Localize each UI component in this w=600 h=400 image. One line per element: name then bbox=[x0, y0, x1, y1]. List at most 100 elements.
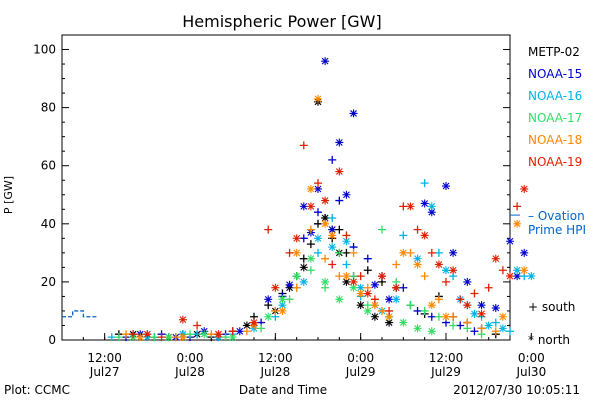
south-point bbox=[399, 202, 408, 211]
south-point bbox=[107, 333, 116, 342]
ovation-line bbox=[62, 310, 98, 318]
south-point bbox=[335, 196, 344, 205]
north-point bbox=[520, 184, 529, 193]
south-point bbox=[363, 254, 372, 263]
south-point bbox=[456, 295, 465, 304]
north-point bbox=[513, 272, 522, 281]
north-point bbox=[442, 182, 450, 191]
south-point bbox=[506, 327, 514, 336]
south-point bbox=[285, 248, 294, 257]
south-point bbox=[193, 321, 202, 330]
north-point bbox=[385, 295, 394, 304]
south-point bbox=[342, 231, 351, 240]
north-point bbox=[328, 231, 337, 240]
south-point bbox=[292, 283, 301, 292]
north-point bbox=[321, 196, 330, 205]
north-point bbox=[491, 254, 500, 263]
south-point bbox=[449, 312, 458, 321]
north-point bbox=[427, 301, 436, 310]
south-point bbox=[335, 272, 344, 281]
south-point bbox=[434, 295, 443, 304]
north-point bbox=[349, 109, 358, 118]
north-point bbox=[250, 318, 258, 327]
north-point bbox=[342, 277, 351, 286]
south-point bbox=[171, 333, 180, 342]
north-point bbox=[363, 306, 372, 315]
north-point bbox=[136, 333, 145, 342]
south-point bbox=[463, 318, 472, 327]
south-point bbox=[271, 306, 280, 315]
x-tick-label-time: 0:00 bbox=[177, 351, 204, 365]
north-point bbox=[406, 202, 415, 211]
north-point bbox=[264, 312, 273, 321]
south-point bbox=[491, 318, 500, 327]
south-point bbox=[150, 333, 159, 342]
north-point bbox=[292, 272, 301, 281]
plot-frame bbox=[61, 34, 511, 341]
north-point bbox=[370, 301, 379, 310]
north-point bbox=[292, 248, 301, 257]
north-point bbox=[342, 190, 351, 199]
south-point bbox=[114, 333, 123, 342]
north-point bbox=[463, 277, 472, 286]
north-point bbox=[399, 318, 408, 327]
north-point bbox=[520, 266, 529, 275]
north-point bbox=[314, 234, 322, 243]
north-point bbox=[328, 243, 337, 252]
south-point bbox=[306, 225, 315, 234]
north-point bbox=[427, 202, 436, 211]
north-point bbox=[491, 304, 500, 313]
south-point bbox=[406, 301, 415, 310]
south-point bbox=[328, 260, 337, 269]
north-point bbox=[470, 309, 479, 318]
legend-entry: NOAA-19 bbox=[528, 155, 582, 169]
south-point bbox=[129, 330, 138, 339]
north-point bbox=[299, 202, 308, 211]
south-point bbox=[385, 306, 394, 315]
south-point bbox=[122, 330, 130, 339]
north-point bbox=[420, 199, 429, 208]
north-point bbox=[363, 289, 372, 298]
north-point bbox=[292, 234, 301, 243]
north-point bbox=[306, 184, 315, 193]
north-point bbox=[271, 283, 280, 292]
south-point bbox=[427, 312, 436, 321]
south-point bbox=[420, 179, 429, 188]
south-point bbox=[484, 283, 493, 292]
north-point bbox=[449, 266, 458, 275]
north-point bbox=[477, 309, 486, 318]
north-point bbox=[349, 277, 358, 286]
north-point bbox=[370, 312, 379, 321]
x-tick-label-time: 0:00 bbox=[518, 351, 545, 365]
north-point bbox=[378, 272, 386, 281]
south-point bbox=[427, 248, 436, 257]
legend-entry: NOAA-15 bbox=[528, 67, 582, 81]
south-point bbox=[328, 155, 337, 164]
legend-ovation-line1: – Ovation bbox=[528, 209, 585, 223]
south-point bbox=[413, 306, 422, 315]
north-point bbox=[434, 260, 443, 269]
legend-north: * north bbox=[528, 333, 570, 347]
north-point bbox=[513, 266, 522, 275]
north-point bbox=[442, 312, 450, 321]
south-point bbox=[314, 219, 322, 228]
north-point bbox=[385, 318, 394, 327]
north-point bbox=[143, 330, 152, 339]
legend-south: + south bbox=[528, 300, 575, 314]
south-point bbox=[264, 225, 273, 234]
north-point bbox=[427, 208, 436, 217]
north-point bbox=[413, 254, 422, 263]
north-point bbox=[321, 277, 330, 286]
north-point bbox=[449, 248, 458, 257]
south-point bbox=[470, 327, 479, 336]
y-tick-label: 20 bbox=[41, 275, 56, 289]
north-point bbox=[306, 202, 315, 211]
plot-area: 02040608010012:00Jul270:00Jul2812:00Jul2… bbox=[33, 34, 546, 379]
south-point bbox=[207, 330, 216, 339]
north-point bbox=[498, 324, 507, 333]
south-point bbox=[242, 327, 251, 336]
south-point bbox=[420, 272, 429, 281]
x-axis-label: Date and Time bbox=[239, 383, 327, 397]
south-point bbox=[314, 248, 322, 257]
chart-title: Hemispheric Power [GW] bbox=[182, 12, 381, 31]
